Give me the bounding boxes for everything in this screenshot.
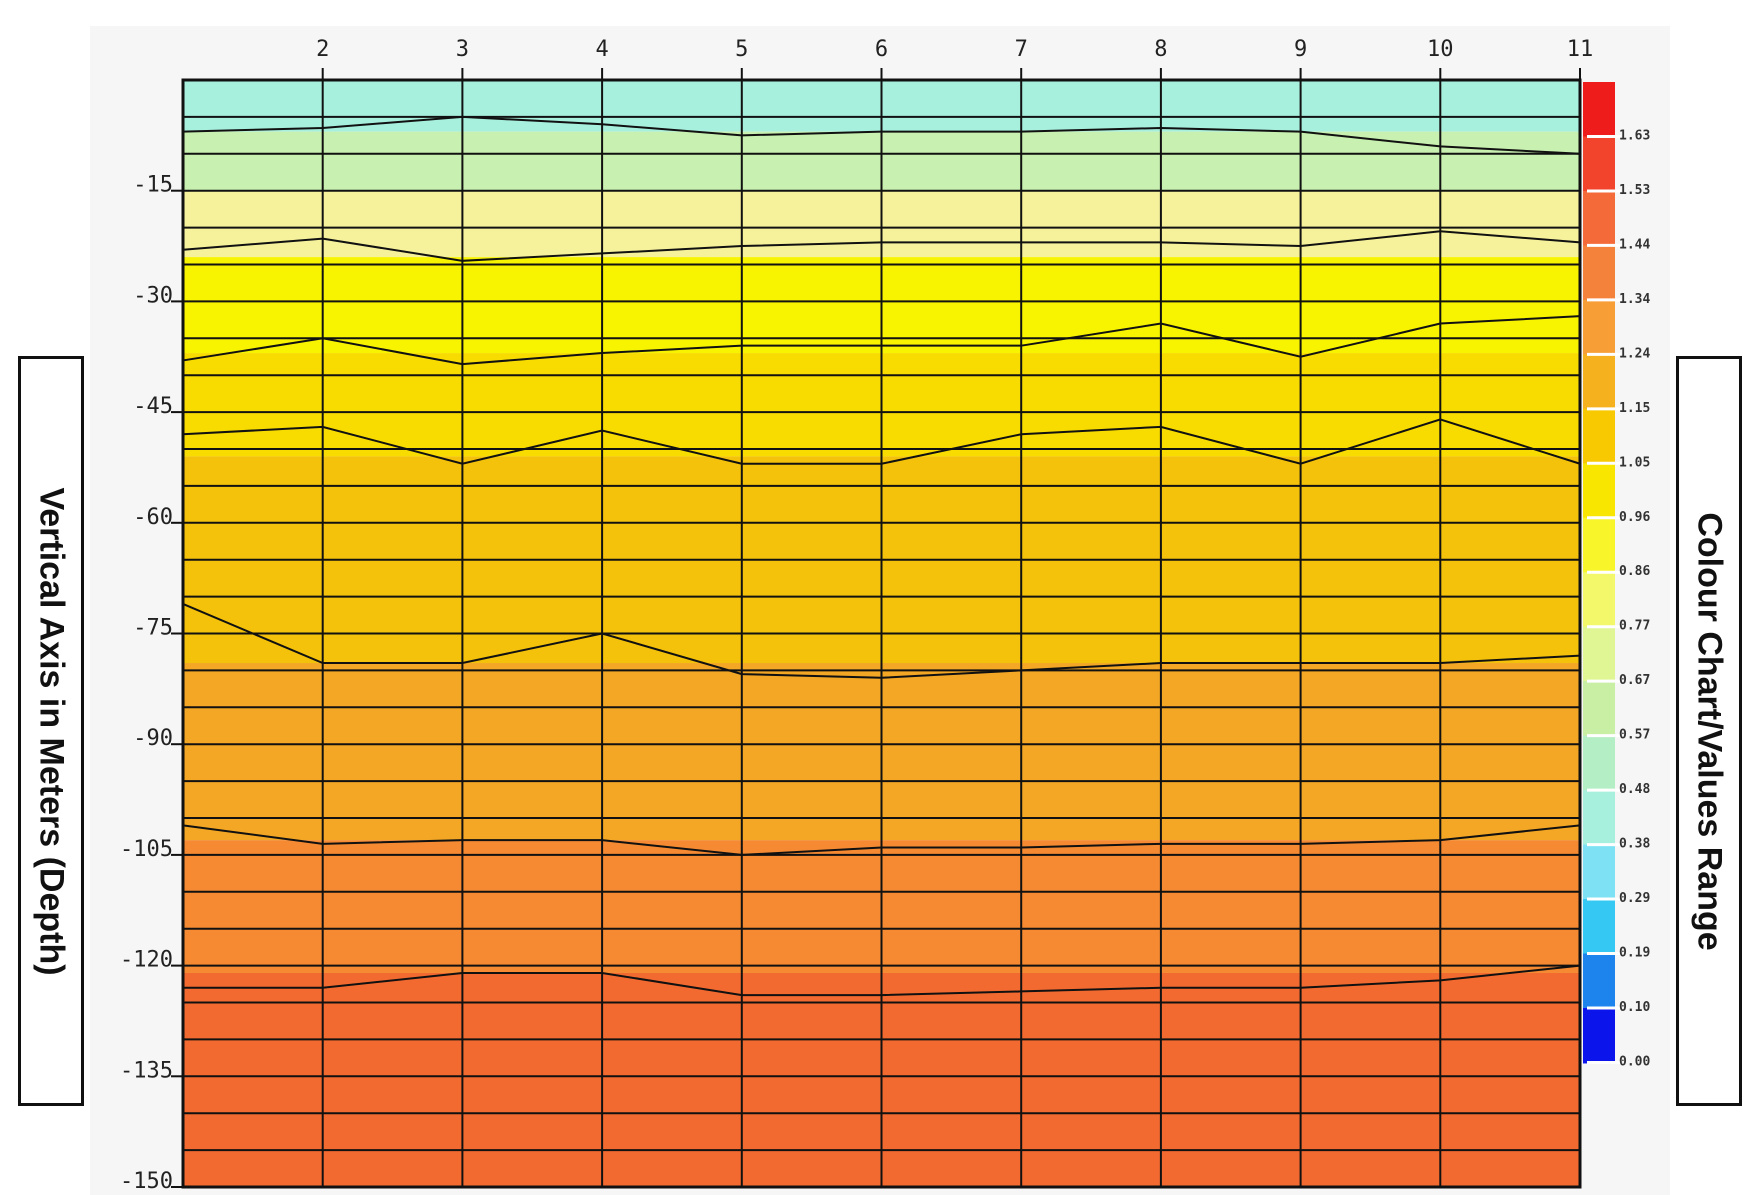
- colorbar-swatch: [1583, 136, 1615, 192]
- legend-title: Colour Chart/Values Range: [1690, 511, 1729, 951]
- y-tick-label: -150: [120, 1169, 173, 1194]
- colorbar-tick-label: 0.10: [1619, 1000, 1650, 1015]
- colorbar-swatch: [1583, 681, 1615, 737]
- x-tick-label: 5: [735, 37, 748, 62]
- colorbar-tick-label: 0.57: [1619, 728, 1650, 743]
- colorbar-tick-label: 1.24: [1619, 346, 1650, 361]
- colorbar-tick-label: 0.77: [1619, 619, 1650, 634]
- y-tick-label: -45: [133, 394, 173, 419]
- colorbar-tick-label: 1.53: [1619, 183, 1650, 198]
- x-axis-ticks: 2 3 4 5 6 7 8 9 10 11: [316, 37, 1593, 80]
- x-tick-label: 6: [875, 37, 888, 62]
- colorbar-swatch: [1583, 517, 1615, 574]
- contour-line: [182, 418, 1581, 465]
- y-tick-label: -15: [133, 173, 173, 198]
- y-tick-label: -30: [133, 283, 173, 308]
- colorbar-tick-label: 0.38: [1619, 837, 1650, 852]
- colorbar-tick-label: 0.19: [1619, 946, 1650, 961]
- colorbar-swatch: [1583, 245, 1615, 301]
- contour-line: [183, 964, 1581, 997]
- colorbar-tick-label: 0.48: [1619, 782, 1650, 797]
- colorbar-tick-label: 0.96: [1619, 510, 1650, 525]
- colorbar-tick-label: 0.29: [1619, 891, 1650, 906]
- y-tick-label: -105: [120, 837, 173, 862]
- contour-lines: [182, 115, 1581, 997]
- colorbar-swatch: [1583, 899, 1615, 955]
- colorbar-tick-label: 1.05: [1619, 455, 1650, 470]
- colorbar: 1.63 1.53 1.44 1.34 1.24 1.15 1.05 0.96 0.86 0.77…: [1583, 82, 1650, 1069]
- y-tick-label: -135: [120, 1058, 173, 1083]
- x-tick-label: 9: [1294, 37, 1307, 62]
- x-tick-label: 2: [316, 37, 329, 62]
- contour-line: [182, 315, 1581, 366]
- colorbar-tick-label: 1.15: [1619, 401, 1650, 416]
- x-tick-label: 4: [595, 37, 608, 62]
- y-axis-ticks: -15 -30 -45 -60 -75 -90 -105 -120 -135 -150: [120, 173, 183, 1194]
- contour-line: [182, 603, 1581, 679]
- x-tick-label: 3: [456, 37, 469, 62]
- x-tick-label: 7: [1015, 37, 1028, 62]
- colorbar-swatch: [1583, 626, 1615, 683]
- colorbar-swatch: [1583, 572, 1615, 628]
- colorbar-swatch: [1583, 408, 1615, 465]
- colorbar-tick-label: 0.67: [1619, 673, 1650, 688]
- y-tick-label: -90: [133, 726, 173, 751]
- x-tick-label: 11: [1567, 37, 1594, 62]
- colorbar-swatch: [1583, 844, 1615, 901]
- colorbar-swatch: [1583, 735, 1615, 792]
- colorbar-swatch: [1583, 354, 1615, 410]
- y-axis-label-box: Vertical Axis in Meters (Depth): [18, 356, 84, 1106]
- x-tick-label: 10: [1427, 37, 1454, 62]
- colorbar-tick-label: 1.63: [1619, 128, 1650, 143]
- contour-line: [182, 115, 1581, 155]
- colorbar-swatch: [1583, 1008, 1615, 1064]
- y-tick-label: -60: [133, 505, 173, 530]
- colorbar-swatch: [1583, 463, 1615, 519]
- y-axis-label: Vertical Axis in Meters (Depth): [32, 486, 71, 976]
- colorbar-swatch: [1583, 190, 1615, 247]
- colorbar-tick-label: 0.86: [1619, 564, 1650, 579]
- colorbar-swatch: [1583, 299, 1615, 356]
- y-tick-label: -75: [133, 616, 173, 641]
- x-tick-label: 8: [1154, 37, 1167, 62]
- colorbar-tick-label: 1.34: [1619, 292, 1650, 307]
- legend-title-box: Colour Chart/Values Range: [1676, 356, 1742, 1106]
- y-tick-label: -120: [120, 948, 173, 973]
- contour-line: [182, 230, 1581, 262]
- contour-line: [182, 824, 1581, 856]
- colorbar-swatch: [1583, 790, 1615, 846]
- colorbar-tick-label: 1.44: [1619, 237, 1650, 252]
- colorbar-tick-label: 0.00: [1619, 1054, 1650, 1069]
- colorbar-swatch: [1583, 82, 1615, 138]
- colorbar-swatch: [1583, 953, 1615, 1009]
